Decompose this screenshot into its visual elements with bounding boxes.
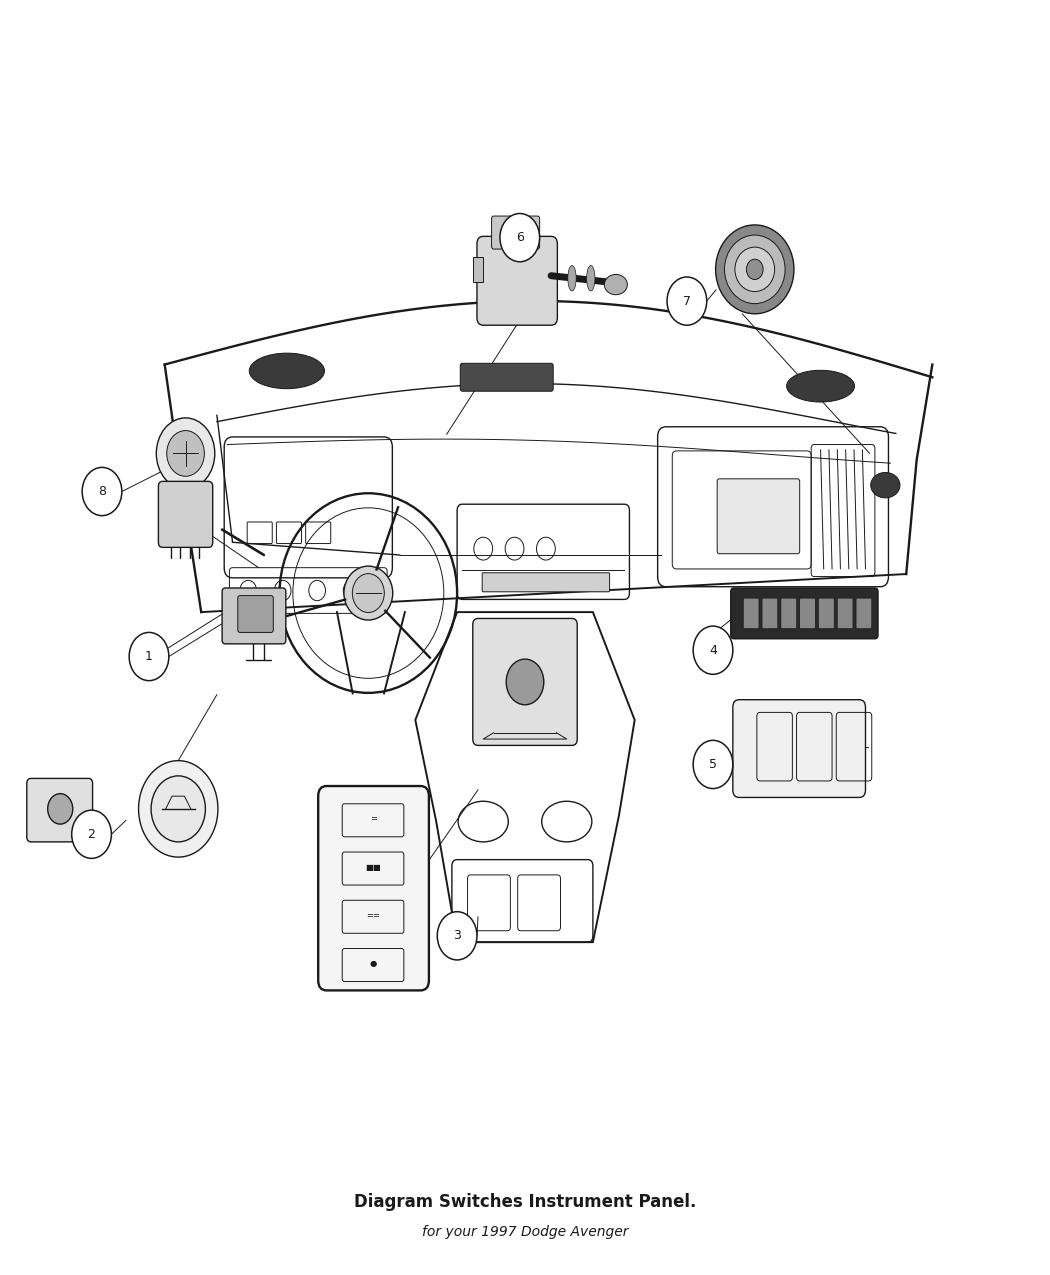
Text: 2: 2 <box>87 827 96 840</box>
Circle shape <box>693 626 733 674</box>
FancyBboxPatch shape <box>819 598 834 629</box>
Text: 8: 8 <box>98 484 106 499</box>
Text: ==: == <box>366 912 380 921</box>
Text: 3: 3 <box>454 929 461 942</box>
Circle shape <box>139 761 218 857</box>
Ellipse shape <box>786 370 855 402</box>
FancyBboxPatch shape <box>762 598 778 629</box>
Circle shape <box>437 912 477 960</box>
FancyBboxPatch shape <box>27 779 92 842</box>
Text: 6: 6 <box>516 231 524 244</box>
Circle shape <box>129 632 169 681</box>
FancyBboxPatch shape <box>482 572 610 592</box>
FancyBboxPatch shape <box>731 588 878 639</box>
Circle shape <box>156 418 215 490</box>
Ellipse shape <box>605 274 627 295</box>
Circle shape <box>151 776 206 842</box>
Circle shape <box>353 574 384 612</box>
Circle shape <box>693 741 733 788</box>
Text: 7: 7 <box>682 295 691 307</box>
Circle shape <box>747 259 763 279</box>
Circle shape <box>167 431 205 477</box>
FancyBboxPatch shape <box>717 479 800 553</box>
Text: 4: 4 <box>709 644 717 657</box>
Text: for your 1997 Dodge Avenger: for your 1997 Dodge Avenger <box>422 1224 628 1238</box>
Ellipse shape <box>870 473 900 497</box>
FancyBboxPatch shape <box>477 236 558 325</box>
Circle shape <box>71 810 111 858</box>
Ellipse shape <box>735 247 775 292</box>
Circle shape <box>47 793 72 824</box>
FancyBboxPatch shape <box>781 598 797 629</box>
Ellipse shape <box>344 566 393 620</box>
FancyBboxPatch shape <box>223 588 286 644</box>
Circle shape <box>667 277 707 325</box>
Text: =: = <box>370 815 377 824</box>
Circle shape <box>82 468 122 515</box>
Ellipse shape <box>249 353 324 389</box>
FancyBboxPatch shape <box>733 700 865 797</box>
FancyBboxPatch shape <box>491 215 540 249</box>
Text: ■■: ■■ <box>365 863 381 872</box>
Text: 5: 5 <box>709 757 717 771</box>
Ellipse shape <box>587 265 595 291</box>
FancyBboxPatch shape <box>237 595 273 632</box>
Ellipse shape <box>568 265 576 291</box>
FancyBboxPatch shape <box>800 598 816 629</box>
FancyBboxPatch shape <box>318 785 428 991</box>
Circle shape <box>506 659 544 705</box>
FancyBboxPatch shape <box>460 363 553 391</box>
Text: Diagram Switches Instrument Panel.: Diagram Switches Instrument Panel. <box>354 1193 696 1211</box>
FancyBboxPatch shape <box>743 598 759 629</box>
FancyBboxPatch shape <box>472 618 578 746</box>
Circle shape <box>500 213 540 261</box>
Ellipse shape <box>716 224 794 314</box>
FancyBboxPatch shape <box>856 598 872 629</box>
Polygon shape <box>472 256 483 282</box>
FancyBboxPatch shape <box>837 598 853 629</box>
Text: 1: 1 <box>145 650 153 663</box>
Text: ●: ● <box>370 959 377 968</box>
Ellipse shape <box>724 235 785 303</box>
FancyBboxPatch shape <box>159 482 213 547</box>
